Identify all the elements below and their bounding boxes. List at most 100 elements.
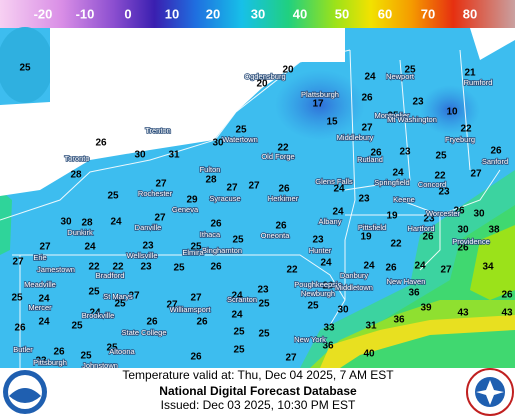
footer-title: National Digital Forecast Database <box>159 384 357 398</box>
temperature: 23 <box>438 187 450 198</box>
temperature: 26 <box>422 232 434 243</box>
temperature: 24 <box>320 258 332 269</box>
place-name: Pittsfield <box>358 223 386 232</box>
temperature: 17 <box>312 99 324 110</box>
place-name: St Marys <box>103 292 133 301</box>
place-name: Plattsburgh <box>301 90 339 99</box>
place-name: Hunter <box>309 246 332 255</box>
temperature: 27 <box>190 293 202 304</box>
temperature: 22 <box>390 239 402 250</box>
temperature: 36 <box>322 341 334 352</box>
place-name: Middlebury <box>337 133 374 142</box>
temperature: 24 <box>38 294 50 305</box>
temperature: 26 <box>370 148 382 159</box>
temperature: 23 <box>412 97 424 108</box>
temperature: 26 <box>278 184 290 195</box>
place-name: Brookville <box>82 311 115 320</box>
temperature: 24 <box>414 261 426 272</box>
temperature: 38 <box>488 225 500 236</box>
place-name: Rumford <box>464 78 493 87</box>
temperature: 26 <box>501 290 513 301</box>
place-name: Montpelier <box>374 111 410 120</box>
nws-logo <box>466 368 514 416</box>
temperature: 25 <box>307 301 319 312</box>
place-name: Bradford <box>96 271 125 280</box>
place-name: Herkimer <box>268 194 299 203</box>
temperature: 27 <box>248 181 260 192</box>
temperature: 26 <box>322 281 334 292</box>
place-name: Mt Washington <box>387 115 437 124</box>
place-name: Geneva <box>172 205 199 214</box>
temperature: 33 <box>323 323 335 334</box>
temperature: 22 <box>286 265 298 276</box>
place-name: Sanford <box>482 157 508 166</box>
place-name: Dunkirk <box>67 228 93 237</box>
temperature: 24 <box>333 184 345 195</box>
scale-label: 40 <box>293 6 307 21</box>
place-name: Toronto <box>64 154 89 163</box>
temperature: 25 <box>235 125 247 136</box>
place-name: Old Forge <box>261 152 294 161</box>
temperature: 22 <box>460 124 472 135</box>
place-name: Ithaca <box>200 230 221 239</box>
place-name: Scranton <box>227 295 257 304</box>
temperature: 23 <box>257 285 269 296</box>
temperature: 27 <box>155 179 167 190</box>
issued-time: Issued: Dec 03 2025, 10:30 PM EST <box>161 398 356 412</box>
temperature: 23 <box>140 262 152 273</box>
temperature: 20 <box>282 65 294 76</box>
temperature: 26 <box>453 206 465 217</box>
temperature: 24 <box>89 308 101 319</box>
place-name: Albany <box>319 217 342 226</box>
scale-label: -20 <box>34 6 53 21</box>
temperature: 22 <box>277 143 289 154</box>
temperature: 30 <box>134 150 146 161</box>
temperature: 34 <box>482 262 494 273</box>
temperature: 23 <box>423 214 435 225</box>
temperature: 43 <box>501 308 513 319</box>
scale-label: -10 <box>76 6 95 21</box>
temperature: 23 <box>142 241 154 252</box>
temperature: 19 <box>386 211 398 222</box>
place-name: Jamestown <box>37 265 75 274</box>
temperature: 24 <box>84 242 96 253</box>
place-name: Rutland <box>357 155 383 164</box>
place-name: Oneonta <box>261 231 291 240</box>
temperature: 25 <box>107 191 119 202</box>
place-name: Fryeburg <box>445 135 475 144</box>
footer-panel <box>0 368 515 418</box>
scale-label: 30 <box>251 6 265 21</box>
temperature: 27 <box>361 123 373 134</box>
noaa-logo <box>3 370 47 414</box>
temperature: 26 <box>196 317 208 328</box>
temperature: 26 <box>95 138 107 149</box>
temperature: 23 <box>312 235 324 246</box>
temperature: 25 <box>11 293 23 304</box>
place-name: New Haven <box>387 277 426 286</box>
temperature: 22 <box>112 262 124 273</box>
temperature: 29 <box>186 195 198 206</box>
temperature: 27 <box>12 257 24 268</box>
temperature: 36 <box>393 315 405 326</box>
scale-label: 10 <box>165 6 179 21</box>
temperature: 26 <box>385 263 397 274</box>
place-name: Fulton <box>200 165 221 174</box>
place-name: Binghamton <box>202 246 242 255</box>
temperature: 24 <box>110 217 122 228</box>
temperature: 26 <box>457 243 469 254</box>
temperature: 28 <box>70 170 82 181</box>
temperature: 39 <box>420 303 432 314</box>
temperature: 30 <box>212 138 224 149</box>
place-name: New York <box>294 335 326 344</box>
temperature: 25 <box>233 345 245 356</box>
scale-label: 50 <box>335 6 349 21</box>
temperature: 21 <box>464 68 476 79</box>
temperature: 26 <box>361 93 373 104</box>
scale-label: 80 <box>463 6 477 21</box>
temperature: 22 <box>434 171 446 182</box>
place-name: Butler <box>13 345 33 354</box>
temperature: 20 <box>256 79 268 90</box>
temperature: 19 <box>360 232 372 243</box>
temperature: 30 <box>60 217 72 228</box>
